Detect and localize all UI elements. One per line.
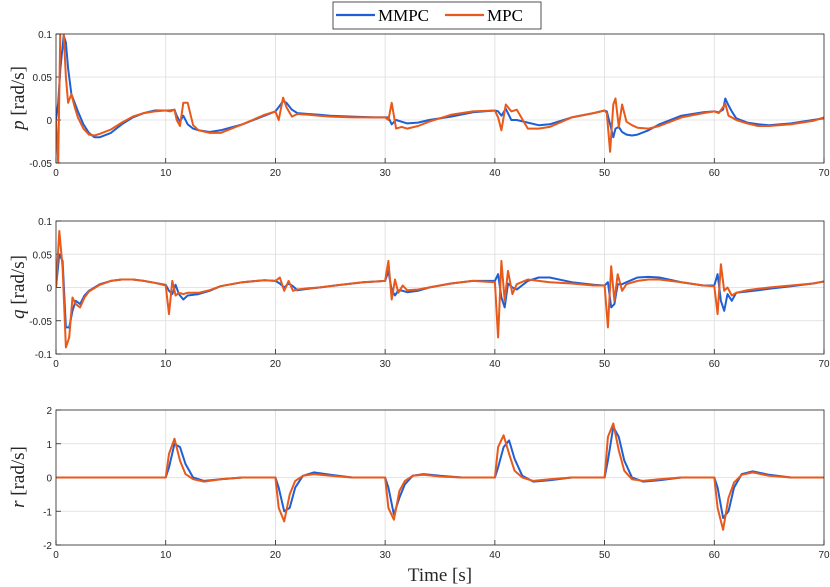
y-tick-label-p: 0.1 [38,30,52,41]
y-tick-label-q: 0.05 [33,250,53,261]
x-tick-label-r: 60 [709,550,721,561]
x-tick-label-q: 0 [53,359,59,370]
x-tick-label-r: 10 [160,550,172,561]
plot-area-p [56,34,824,163]
x-tick-label-q: 60 [709,359,721,370]
x-tick-label-r: 0 [53,550,59,561]
legend: MMPC MPC [332,1,542,30]
x-tick-label-r: 30 [380,550,392,561]
x-tick-label-q: 70 [818,359,830,370]
y-axis-label-q: q [rad/s] [8,255,29,319]
y-axis-unit-q: [rad/s] [8,255,29,309]
y-axis-unit-r: [rad/s] [8,446,29,500]
y-tick-label-r: 2 [46,406,52,417]
subplot-q: 0 10 20 30 40 50 60 70 -0.1 -0.05 0 0.05 0.1 q [rad/s… [8,217,830,370]
y-tick-label-q: 0 [46,284,52,295]
x-tick-label-r: 20 [270,550,282,561]
x-tick-label-r: 70 [818,550,830,561]
axes-frame-p [55,33,825,164]
axes-frame-r [55,409,825,546]
y-axis-unit-p: [rad/s] [8,66,29,120]
x-tick-label-p: 0 [53,168,59,179]
x-tick-label-p: 70 [818,168,830,179]
x-tick-label-p: 40 [489,168,501,179]
x-tick-label-p: 30 [380,168,392,179]
axes-frame-q [55,220,825,355]
x-tick-label-p: 20 [270,168,282,179]
x-tick-label-p: 60 [709,168,721,179]
series-line-p-mpc [56,34,824,163]
x-tick-label-r: 50 [599,550,611,561]
series-line-r-mpc [56,422,824,531]
y-tick-label-r: -1 [43,507,52,518]
x-axis-label: Time [s] [408,565,472,586]
x-tick-label-q: 10 [160,359,172,370]
legend-label-mmpc: MMPC [378,6,429,25]
series-line-q-mpc [56,230,824,349]
legend-label-mpc: MPC [487,6,523,25]
x-tick-label-p: 50 [599,168,611,179]
y-tick-label-p: 0 [46,116,52,127]
x-tick-label-q: 20 [270,359,282,370]
y-tick-label-q: -0.1 [35,350,53,361]
x-tick-label-r: 40 [489,550,501,561]
y-tick-label-p: -0.05 [29,159,52,170]
subplot-r: 0 10 20 30 40 50 60 70 -2 -1 0 1 2 r [rad/s] [8,406,830,561]
x-tick-label-q: 30 [380,359,392,370]
y-axis-symbol-p: p [8,120,29,132]
x-tick-label-p: 10 [160,168,172,179]
y-axis-symbol-q: q [8,309,29,319]
y-tick-label-p: 0.05 [33,73,53,84]
y-tick-label-r: -2 [43,541,52,552]
x-tick-label-q: 40 [489,359,501,370]
y-axis-label-r: r [rad/s] [8,446,29,508]
y-tick-label-r: 1 [46,440,52,451]
x-tick-label-q: 50 [599,359,611,370]
y-tick-label-q: -0.05 [29,317,52,328]
y-axis-label-p: p [rad/s] [8,66,29,132]
y-tick-label-r: 0 [46,474,52,485]
y-axis-symbol-r: r [8,500,29,508]
y-tick-label-q: 0.1 [38,217,52,228]
